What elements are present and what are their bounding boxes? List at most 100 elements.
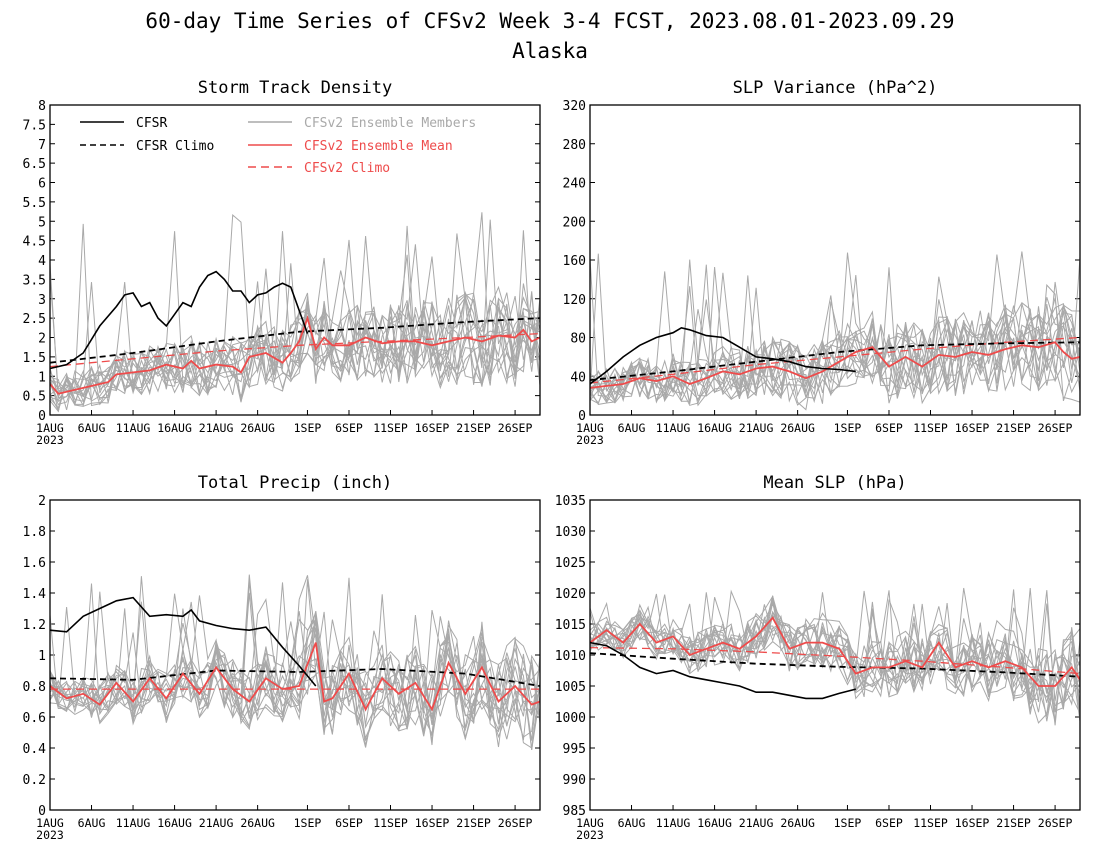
x-tick-label: 11AUG	[656, 421, 691, 435]
x-tick-label: 26AUG	[780, 421, 815, 435]
ensemble-member-line	[50, 257, 540, 402]
ensemble-member-line	[590, 310, 1080, 406]
y-tick-label: 1010	[555, 649, 586, 664]
x-tick-label: 16AUG	[157, 421, 192, 435]
x-tick-label: 21AUG	[199, 816, 234, 830]
ensemble-member-line	[590, 602, 1080, 722]
ensemble-member-line	[50, 268, 540, 412]
chart-panel-4: Mean SLP (hPa) 985 990 995 1000 1005 1010 1015 1…	[555, 473, 1081, 842]
y-tick-label: 0	[578, 409, 586, 424]
ensemble-member-line	[590, 607, 1080, 722]
y-tick-label: 995	[563, 742, 586, 757]
x-tick-label: 1SEP	[294, 816, 322, 830]
y-tick-label: 1035	[555, 494, 586, 509]
x-tick-label: 26SEP	[498, 816, 533, 830]
series-cfsr-climo	[50, 668, 540, 687]
y-tick-label: 1005	[555, 680, 586, 695]
series-cfsv2-climo	[590, 646, 1080, 675]
y-tick-label: 280	[563, 138, 586, 153]
legend-label: CFSv2 Ensemble Members	[304, 116, 476, 131]
y-tick-label: 0.4	[23, 742, 47, 757]
x-tick-label: 6AUG	[78, 816, 106, 830]
legend-label: CFSv2 Ensemble Mean	[304, 139, 453, 154]
x-tick-label: 11SEP	[373, 421, 408, 435]
x-tick-label: 21AUG	[199, 421, 234, 435]
ensemble-members	[590, 587, 1080, 726]
y-tick-label: 2	[38, 332, 46, 347]
y-tick-label: 6	[38, 177, 46, 192]
y-tick-label: 1015	[555, 618, 586, 633]
y-tick-label: 7.5	[23, 118, 46, 133]
x-tick-label: 1AUG	[36, 421, 64, 435]
x-tick-label: 1AUG	[576, 816, 604, 830]
chart-panel-3: Total Precip (inch) 0 0.2 0.4 0.6 0.8 1 1.2 1.4 1…	[23, 473, 541, 842]
series-cfsr-climo	[590, 341, 1080, 381]
x-tick-label: 6SEP	[875, 816, 903, 830]
x-tick-label: 6SEP	[875, 421, 903, 435]
chart-title: Mean SLP (hPa)	[763, 473, 906, 493]
y-tick-label: 990	[563, 773, 586, 788]
x-tick-label: 26AUG	[240, 816, 275, 830]
y-tick-label: 7	[38, 138, 46, 153]
series-ens-mean	[590, 616, 1080, 687]
x-tick-label: 16AUG	[697, 421, 732, 435]
ensemble-member-line	[590, 254, 1080, 403]
x-tick-label: 6AUG	[618, 421, 646, 435]
y-tick-label: 4.5	[23, 235, 46, 250]
y-tick-label: 0.6	[23, 711, 46, 726]
x-tick-label: 16AUG	[157, 816, 192, 830]
x-tick-label: 1SEP	[834, 421, 862, 435]
x-tick-label: 21SEP	[456, 816, 491, 830]
figure-title-line-1: 60-day Time Series of CFSv2 Week 3-4 FCS…	[145, 9, 955, 33]
y-tick-label: 2.5	[23, 312, 46, 327]
x-year-label: 2023	[36, 828, 64, 842]
ensemble-member-line	[50, 213, 540, 413]
ensemble-member-line	[50, 592, 540, 738]
y-tick-label: 0	[38, 409, 46, 424]
ensemble-member-line	[50, 611, 540, 748]
y-tick-label: 1000	[555, 711, 586, 726]
ensemble-member-line	[50, 296, 540, 411]
series-ens-mean	[590, 341, 1080, 389]
y-tick-label: 200	[563, 215, 586, 230]
y-tick-label: 0.2	[23, 773, 46, 788]
ensemble-member-line	[50, 575, 540, 741]
x-tick-label: 16SEP	[415, 421, 450, 435]
legend-label: CFSR Climo	[136, 139, 214, 154]
x-year-label: 2023	[576, 828, 604, 842]
x-tick-label: 16SEP	[955, 421, 990, 435]
ensemble-member-line	[50, 582, 540, 750]
y-tick-label: 3.5	[23, 273, 46, 288]
x-tick-label: 1AUG	[576, 421, 604, 435]
legend-label: CFSv2 Climo	[304, 161, 390, 176]
y-tick-label: 1.4	[23, 587, 47, 602]
y-tick-label: 1.2	[23, 618, 46, 633]
x-tick-label: 11SEP	[913, 421, 948, 435]
ensemble-member-line	[590, 253, 1080, 402]
y-tick-label: 0.5	[23, 390, 46, 405]
x-tick-label: 11SEP	[373, 816, 408, 830]
y-tick-label: 1.6	[23, 556, 46, 571]
x-tick-label: 21SEP	[996, 816, 1031, 830]
plot-frame	[49, 499, 541, 811]
series-cfsv2-climo	[590, 336, 1080, 384]
x-tick-label: 16AUG	[697, 816, 732, 830]
series-cfsr	[50, 270, 309, 370]
series-ens-mean	[50, 315, 540, 395]
ensemble-member-line	[590, 252, 1080, 405]
y-tick-label: 5	[38, 215, 46, 230]
plot-frame	[589, 499, 1081, 811]
y-tick-label: 6.5	[23, 157, 46, 172]
plot-frame	[49, 104, 541, 416]
x-tick-label: 6SEP	[335, 816, 363, 830]
y-tick-label: 320	[563, 99, 586, 114]
legend: CFSR CFSR Climo CFSv2 Ensemble Members CFSv…	[80, 116, 476, 176]
y-tick-label: 5.5	[23, 196, 46, 211]
series-cfsr	[590, 326, 856, 385]
y-tick-label: 160	[563, 254, 586, 269]
ensemble-member-line	[50, 231, 540, 405]
x-year-label: 2023	[576, 433, 604, 447]
y-tick-label: 1	[38, 649, 46, 664]
x-tick-label: 11AUG	[116, 421, 151, 435]
y-tick-label: 4	[38, 254, 46, 269]
